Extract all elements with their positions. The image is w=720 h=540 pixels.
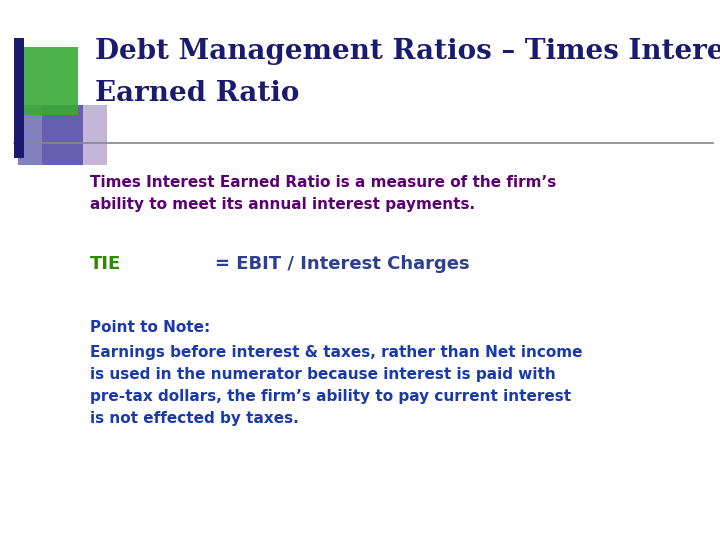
Text: is not effected by taxes.: is not effected by taxes. (90, 411, 299, 426)
Text: = EBIT / Interest Charges: = EBIT / Interest Charges (215, 255, 469, 273)
Text: Earned Ratio: Earned Ratio (95, 80, 300, 107)
Text: pre-tax dollars, the firm’s ability to pay current interest: pre-tax dollars, the firm’s ability to p… (90, 389, 571, 404)
Text: Point to Note:: Point to Note: (90, 320, 210, 335)
Text: Earnings before interest & taxes, rather than Net income: Earnings before interest & taxes, rather… (90, 345, 582, 360)
Bar (14, 38, 24, 158)
Bar (20, 47, 78, 115)
Bar (42, 105, 107, 165)
Text: Debt Management Ratios – Times Interest: Debt Management Ratios – Times Interest (95, 38, 720, 65)
Text: TIE: TIE (90, 255, 121, 273)
Text: ability to meet its annual interest payments.: ability to meet its annual interest paym… (90, 197, 475, 212)
Text: is used in the numerator because interest is paid with: is used in the numerator because interes… (90, 367, 556, 382)
Bar (18, 105, 83, 165)
Text: Times Interest Earned Ratio is a measure of the firm’s: Times Interest Earned Ratio is a measure… (90, 175, 557, 190)
